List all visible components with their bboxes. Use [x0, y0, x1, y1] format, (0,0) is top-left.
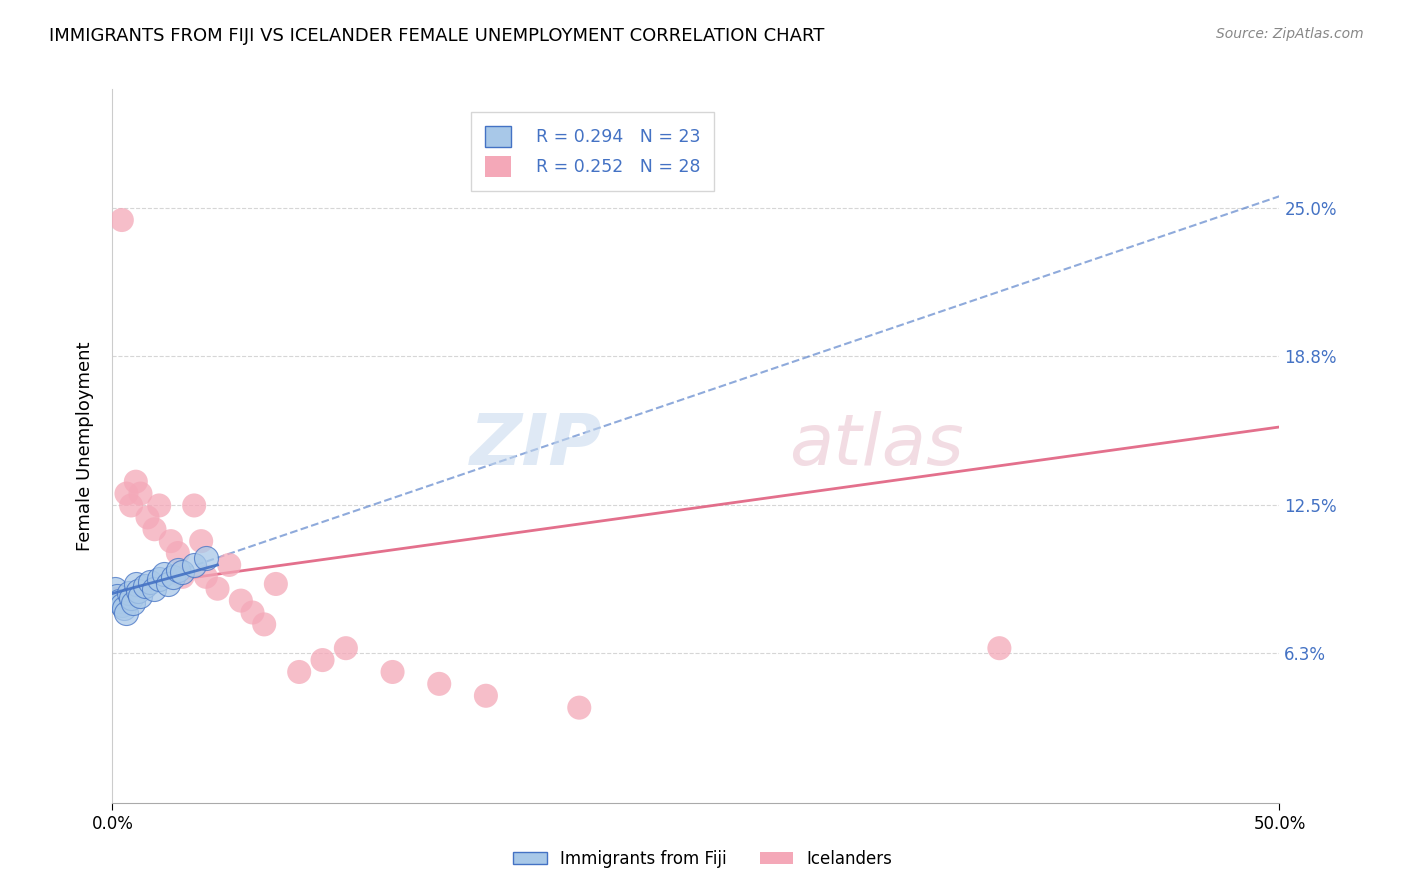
Point [118, 586, 141, 600]
Point [183, 499, 205, 513]
Text: ZIP: ZIP [471, 411, 603, 481]
Point [288, 665, 311, 679]
Text: Source: ZipAtlas.com: Source: ZipAtlas.com [1216, 27, 1364, 41]
Point [143, 522, 166, 536]
Point [127, 584, 149, 599]
Point [129, 486, 152, 500]
Point [120, 499, 142, 513]
Legend: Immigrants from Fiji, Icelanders: Immigrants from Fiji, Icelanders [506, 844, 900, 875]
Point [112, 600, 135, 615]
Point [115, 486, 138, 500]
Point [157, 577, 180, 591]
Y-axis label: Female Unemployment: Female Unemployment [76, 342, 94, 550]
Point [105, 589, 128, 603]
Point [160, 534, 183, 549]
Point [134, 579, 156, 593]
Point [108, 593, 131, 607]
Point [427, 677, 450, 691]
Point [190, 534, 212, 549]
Point [264, 577, 287, 591]
Point [111, 213, 134, 227]
Point [162, 570, 184, 584]
Point [568, 700, 591, 714]
Point [122, 596, 145, 610]
Point [475, 689, 498, 703]
Point [115, 606, 138, 620]
Point [183, 558, 205, 572]
Text: atlas: atlas [789, 411, 965, 481]
Legend:   R = 0.294   N = 23,   R = 0.252   N = 28: R = 0.294 N = 23, R = 0.252 N = 28 [471, 112, 714, 191]
Point [229, 593, 252, 607]
Point [129, 589, 152, 603]
Point [172, 570, 194, 584]
Text: IMMIGRANTS FROM FIJI VS ICELANDER FEMALE UNEMPLOYMENT CORRELATION CHART: IMMIGRANTS FROM FIJI VS ICELANDER FEMALE… [49, 27, 824, 45]
Point [111, 599, 134, 613]
Point [194, 570, 217, 584]
Point [166, 563, 188, 577]
Point [120, 591, 142, 606]
Point [148, 499, 170, 513]
Point [143, 582, 166, 596]
Point [148, 572, 170, 586]
Point [311, 653, 333, 667]
Point [242, 606, 264, 620]
Point [988, 641, 1011, 656]
Point [253, 617, 276, 632]
Point [104, 582, 127, 596]
Point [218, 558, 240, 572]
Point [335, 641, 357, 656]
Point [194, 550, 217, 565]
Point [153, 567, 176, 582]
Point [125, 475, 148, 489]
Point [172, 565, 194, 579]
Point [136, 510, 159, 524]
Point [381, 665, 404, 679]
Point [125, 577, 148, 591]
Point [166, 546, 188, 560]
Point [207, 582, 229, 596]
Point [139, 574, 162, 589]
